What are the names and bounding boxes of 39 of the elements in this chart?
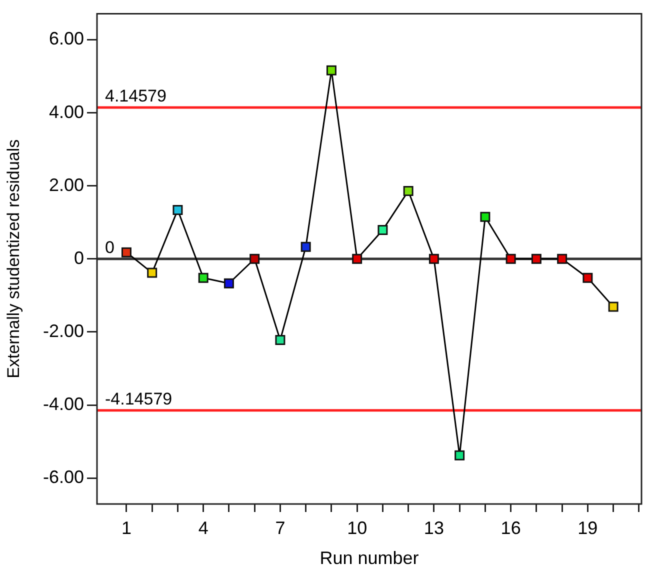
ref-line-label: 0 xyxy=(105,238,114,258)
point xyxy=(403,186,414,196)
y-tick-label: -6.00 xyxy=(42,467,84,488)
point xyxy=(531,254,542,264)
y-tick-label: 4.00 xyxy=(48,102,84,122)
x-tick-label: 16 xyxy=(500,518,521,538)
point xyxy=(172,204,183,215)
x-axis-title: Run number xyxy=(320,548,419,568)
point xyxy=(428,254,439,264)
point xyxy=(454,450,465,460)
point xyxy=(121,247,132,258)
y-tick-label: -2.00 xyxy=(42,320,84,341)
point xyxy=(608,302,618,312)
x-tick-label: 1 xyxy=(121,518,132,538)
point xyxy=(480,212,490,222)
point xyxy=(378,225,388,236)
point xyxy=(506,254,516,264)
point xyxy=(275,335,286,345)
y-tick-label: -4.00 xyxy=(42,394,84,414)
y-axis-title: Externally studentized residuals xyxy=(4,139,23,378)
y-tick-label: 6.00 xyxy=(48,28,84,49)
x-tick-label: 4 xyxy=(198,518,208,538)
x-tick-label: 13 xyxy=(424,518,444,538)
point xyxy=(326,65,336,76)
point xyxy=(198,272,208,283)
point xyxy=(557,254,568,264)
point xyxy=(300,242,311,252)
point xyxy=(250,254,260,264)
point xyxy=(582,272,593,283)
x-tick-label: 10 xyxy=(347,518,368,538)
ref-line-label: -4.14579 xyxy=(105,390,172,409)
point xyxy=(352,254,362,264)
x-tick-label: 19 xyxy=(578,518,598,538)
y-tick-label: 0 xyxy=(74,248,84,268)
ref-line-label: 4.14579 xyxy=(105,86,166,106)
x-tick-label: 7 xyxy=(275,518,286,538)
y-tick-label: 2.00 xyxy=(48,174,84,195)
point xyxy=(224,278,234,288)
point xyxy=(147,268,158,278)
